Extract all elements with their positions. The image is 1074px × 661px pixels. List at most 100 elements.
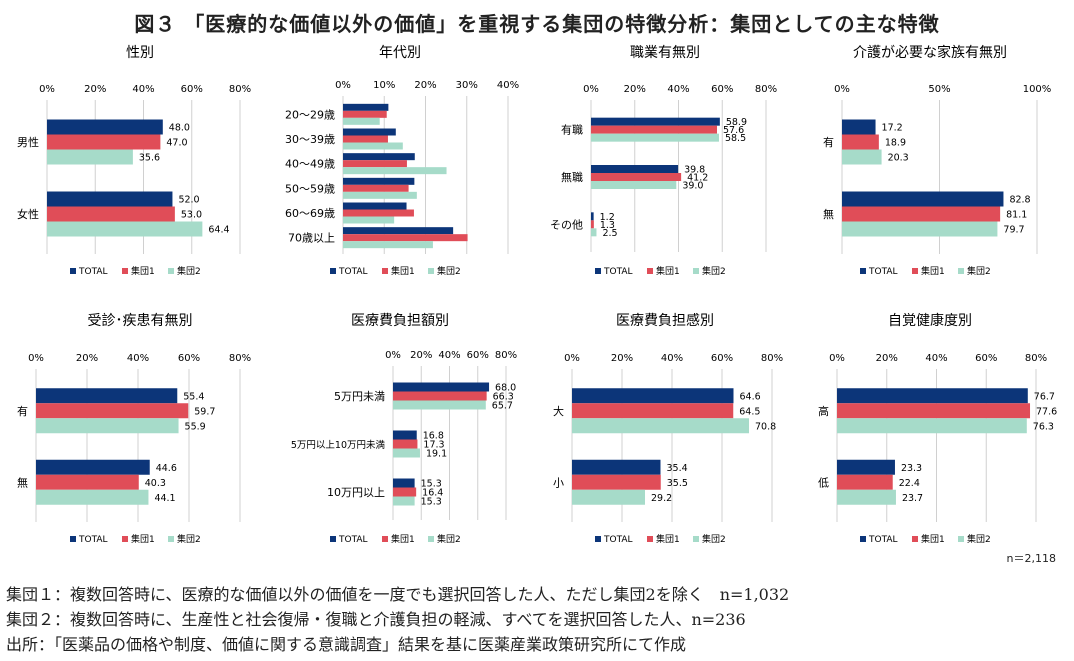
data-label: 76.7: [1034, 391, 1055, 402]
data-label: 35.6: [139, 153, 160, 164]
bar-TOTAL: [36, 459, 150, 475]
category-label: 低: [818, 476, 829, 489]
bar-TOTAL: [343, 103, 389, 111]
legend-swatch: [70, 536, 76, 542]
data-label: 64.5: [739, 406, 760, 417]
bar-TOTAL: [343, 128, 396, 136]
bar-集団1: [572, 403, 734, 419]
tick-label: 60%: [467, 350, 489, 361]
tick-label: 60%: [711, 353, 733, 364]
legend-label: 集団1: [391, 533, 415, 545]
data-label: 81.1: [1006, 210, 1027, 221]
data-label: 17.2: [882, 123, 903, 134]
bar-TOTAL: [572, 388, 734, 404]
data-label: 16.8: [423, 431, 444, 442]
bar-集団2: [343, 142, 403, 150]
legend-label: TOTAL: [338, 267, 368, 277]
tick-label: 0%: [385, 350, 401, 361]
data-label: 35.5: [667, 478, 688, 489]
data-label: 35.4: [667, 463, 688, 474]
bar-集団2: [36, 418, 179, 434]
bar-集団1: [572, 474, 661, 490]
tick-label: 40%: [497, 80, 519, 91]
chart-title: 年代別: [379, 45, 421, 61]
tick-label: 20%: [876, 353, 898, 364]
data-label: 47.0: [166, 138, 187, 149]
category-label: 30～39歳: [285, 133, 335, 146]
bar-TOTAL: [842, 119, 876, 135]
data-label: 39.0: [682, 181, 703, 192]
data-label: 22.4: [899, 478, 920, 489]
note-group1: 集団１：複数回答時に、医療的な価値以外の価値を一度でも選択回答した人、ただし集団…: [6, 585, 790, 604]
data-label: 70.8: [755, 421, 776, 432]
tick-label: 20%: [414, 80, 436, 91]
bar-集団1: [393, 439, 418, 449]
legend-swatch: [330, 268, 336, 274]
bar-集団2: [842, 149, 882, 165]
bar-集団2: [842, 221, 998, 237]
bar-TOTAL: [591, 212, 594, 221]
legend-label: 集団1: [921, 265, 945, 277]
chart-title: 自覚健康度別: [888, 312, 972, 329]
chart-4: 介護が必要な家族有無別 0% 50% 100% 有 17.2 18.9 20.3 無 82.8 81…: [823, 44, 1051, 277]
bar-集団1: [393, 487, 417, 497]
data-label: 53.0: [181, 210, 202, 221]
bar-TOTAL: [343, 177, 415, 185]
chart-7: 医療費負担感別 0% 20% 40% 60% 80% 大 64.6 64.5 70.8 小 35.4 3…: [553, 312, 783, 545]
legend-swatch: [122, 536, 128, 542]
tick-label: 0%: [583, 84, 599, 95]
bar-集団2: [837, 418, 1027, 434]
data-label: 40.3: [145, 478, 166, 489]
category-label: 5万円以上10万円未満: [291, 439, 386, 451]
bar-集団1: [47, 206, 175, 222]
legend-label: TOTAL: [78, 535, 108, 545]
chart-title: 職業有無別: [630, 45, 700, 61]
data-label: 15.3: [421, 479, 442, 490]
tick-label: 10%: [373, 80, 395, 91]
data-label: 44.1: [154, 493, 175, 504]
legend-swatch: [122, 268, 128, 274]
legend-swatch: [330, 536, 336, 542]
data-label: 15.3: [421, 497, 442, 508]
data-label: 66.3: [493, 392, 514, 403]
bar-集団1: [393, 391, 487, 401]
tick-label: 0%: [834, 84, 850, 95]
category-label: 40～49歳: [285, 158, 335, 171]
legend-label: 集団1: [656, 533, 680, 545]
bar-TOTAL: [343, 202, 407, 210]
category-label: 60～69歳: [285, 207, 335, 220]
bar-集団2: [393, 448, 420, 458]
bar-集団1: [837, 403, 1031, 419]
bar-集団2: [36, 489, 149, 505]
data-label: 58.5: [725, 133, 746, 144]
data-label: 64.4: [208, 225, 229, 236]
bar-TOTAL: [36, 388, 178, 404]
tick-label: 0%: [39, 84, 55, 95]
tick-label: 80%: [755, 84, 777, 95]
legend-swatch: [647, 536, 653, 542]
bar-集団1: [842, 134, 879, 150]
bar-集団2: [47, 221, 203, 237]
chart-5: 受診･疾患有無別 0% 20% 40% 60% 80% 有 55.4 59.7 55.9 無 44.6…: [17, 313, 251, 545]
chart-1: 性別 0% 20% 40% 60% 80% 男性 48.0 47.0 35.6 女性 52.0 53.0…: [17, 45, 251, 277]
chart-6: 医療費負担額別 0% 20% 40% 60% 80% 5万円未満 68.066.365.7 5万…: [291, 312, 517, 545]
data-label: 79.7: [1003, 225, 1024, 236]
tick-label: 40%: [132, 84, 154, 95]
bar-集団1: [36, 403, 189, 419]
bar-集団2: [591, 133, 719, 142]
bar-集団2: [572, 489, 645, 505]
bar-集団2: [393, 496, 415, 506]
legend-label: TOTAL: [603, 535, 633, 545]
tick-label: 60%: [181, 84, 203, 95]
bar-集団2: [591, 181, 677, 189]
bar-TOTAL: [591, 165, 679, 173]
data-label: 17.3: [423, 440, 444, 451]
bar-集団1: [591, 173, 682, 181]
data-label: 20.3: [888, 153, 909, 164]
note-group2: 集団２：複数回答時に、生産性と社会復帰・復職と介護負担の軽減、すべてを選択回答し…: [6, 610, 746, 629]
legend-swatch: [958, 268, 964, 274]
bar-TOTAL: [393, 478, 415, 488]
legend-swatch: [428, 536, 434, 542]
legend-swatch: [168, 536, 174, 542]
bar-集団1: [837, 474, 893, 490]
